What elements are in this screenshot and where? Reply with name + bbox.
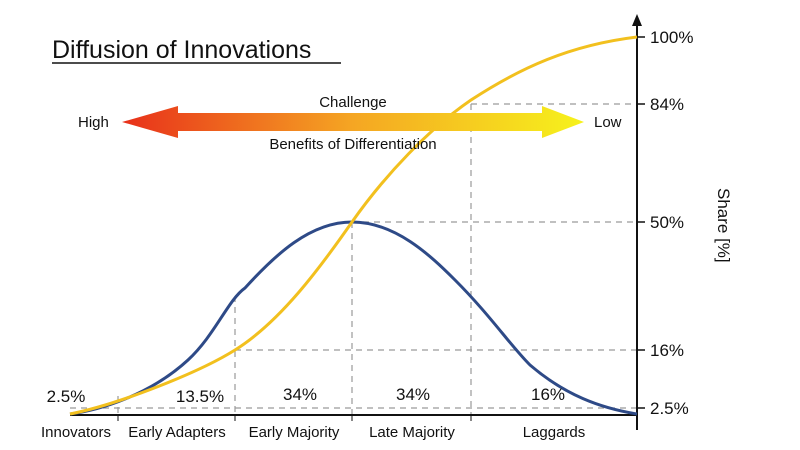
segment-share-label: 34% [396, 385, 430, 404]
segment-share-label: 13.5% [176, 387, 224, 406]
segment-share-label: 2.5% [47, 387, 86, 406]
arrow-top-label: Challenge [319, 94, 387, 111]
category-label: Innovators [41, 424, 111, 441]
share-tick-label: 2.5% [650, 399, 689, 418]
category-label: Late Majority [369, 424, 455, 441]
x-axis-ticks [117, 415, 472, 421]
share-tick-label: 84% [650, 95, 684, 114]
cumulative-s-curve [69, 35, 638, 416]
guide-lines [70, 103, 637, 415]
y-axis-ticks [637, 36, 645, 409]
arrow-right-label: Low [594, 114, 622, 131]
segment-share-label: 16% [531, 385, 565, 404]
category-label: Laggards [523, 424, 586, 441]
share-tick-label: 50% [650, 213, 684, 232]
challenge-arrow [122, 106, 584, 138]
y-axis-arrowhead [632, 14, 642, 26]
y-axis-label: Share [%] [714, 188, 733, 263]
category-label: Early Adapters [128, 424, 226, 441]
diagram-title: Diffusion of Innovations [52, 36, 311, 64]
share-tick-label: 100% [650, 28, 693, 47]
arrow-bottom-label: Benefits of Differentiation [269, 136, 436, 153]
category-label: Early Majority [249, 424, 340, 441]
arrow-left-label: High [78, 114, 109, 131]
segment-share-label: 34% [283, 385, 317, 404]
share-tick-label: 16% [650, 341, 684, 360]
